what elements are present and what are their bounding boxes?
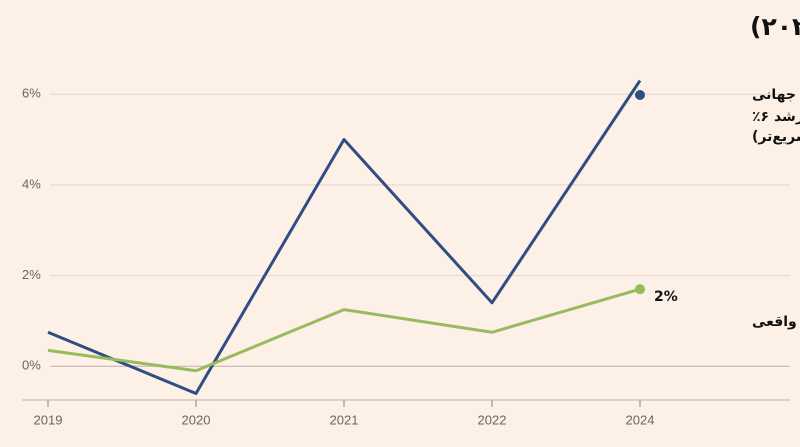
legend-dot <box>635 284 645 295</box>
x-tick-label: 2022 <box>478 412 507 427</box>
x-tick-label: 2024 <box>626 412 655 427</box>
annotation: 2% <box>654 289 678 305</box>
series-line <box>47 287 641 373</box>
annotation: حجم تجارت واقعی <box>752 314 800 330</box>
chart-title: جدایی مسافت‌های کشتیرانی از حجم تجارت جه… <box>750 12 800 42</box>
annotation: تن-مایل جهانی <box>752 87 800 103</box>
annotation: رشد ۶٪ <box>752 109 800 125</box>
y-tick-label: 6% <box>22 86 41 101</box>
series-line <box>47 79 642 395</box>
legend-dot <box>635 90 645 100</box>
y-tick-label: 2% <box>22 267 41 282</box>
annotation: (۳ برابر سریع‌تر) <box>752 129 800 145</box>
y-tick-label: 0% <box>22 358 41 373</box>
y-tick-label: 4% <box>22 176 41 191</box>
x-tick-label: 2019 <box>34 412 63 427</box>
x-tick-label: 2021 <box>330 412 359 427</box>
x-tick-label: 2020 <box>182 412 211 427</box>
